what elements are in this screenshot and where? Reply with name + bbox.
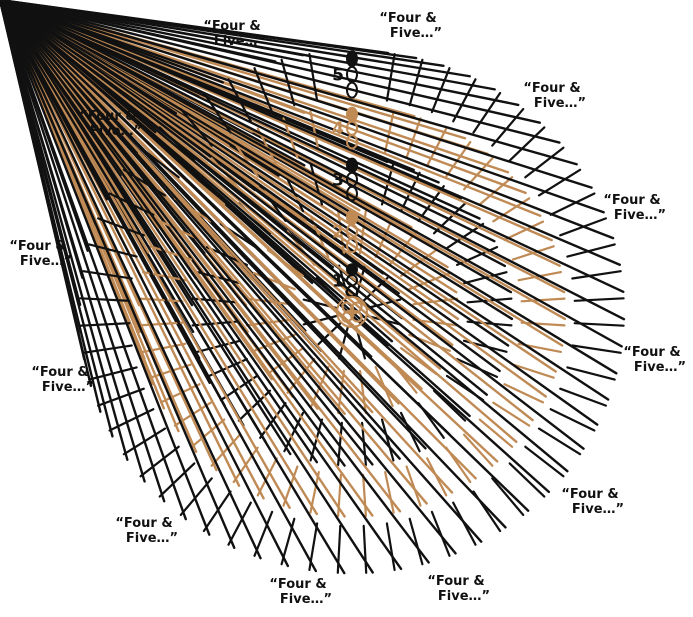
stitch-dc-r5-23 bbox=[0, 0, 507, 533]
svg-text:“Four &: “Four & bbox=[427, 574, 484, 589]
svg-text:Five…”: Five…” bbox=[614, 208, 666, 223]
callout-label: “Four &Five…” bbox=[379, 11, 442, 41]
stitch-dc-r5-30 bbox=[0, 0, 319, 573]
starting-chain-r4 bbox=[346, 106, 358, 150]
svg-text:Five…”: Five…” bbox=[42, 380, 94, 395]
stitch-dc-r5-9 bbox=[0, 0, 596, 216]
stitch-dc-r5-51 bbox=[0, 0, 196, 162]
callout-label: “Four &Five…” bbox=[9, 239, 72, 269]
svg-text:“Four &: “Four & bbox=[379, 11, 436, 26]
starting-chain-r3 bbox=[346, 157, 358, 202]
stitch-layer bbox=[0, 0, 626, 575]
svg-text:“Four &: “Four & bbox=[79, 109, 136, 124]
stitch-dc-r4-18 bbox=[0, 0, 477, 484]
round-number-3: 3 bbox=[332, 171, 344, 191]
round-number-5: 5 bbox=[332, 65, 344, 85]
callout-label: “Four &Five…” bbox=[203, 19, 266, 49]
stitch-dc-r5-45 bbox=[0, 0, 133, 280]
callout-label: “Four &Five…” bbox=[427, 574, 490, 604]
stitch-dc-r5-57 bbox=[0, 0, 319, 102]
stitch-dc-r5-26 bbox=[0, 0, 430, 566]
stitch-dc-r5-55 bbox=[0, 0, 274, 114]
stitch-dc-r5-29 bbox=[0, 0, 346, 575]
callout-label: “Four &Five…” bbox=[561, 487, 624, 517]
svg-text:“Four &: “Four & bbox=[523, 81, 580, 96]
stitch-dc-r5-22 bbox=[0, 0, 530, 517]
stitch-dc-r5-13 bbox=[0, 0, 625, 302]
stitch-dc-r5-49 bbox=[0, 0, 167, 197]
svg-text:Five…”: Five…” bbox=[90, 124, 142, 139]
svg-text:“Four &: “Four & bbox=[561, 487, 618, 502]
stitch-dc-r5-50 bbox=[0, 0, 180, 179]
svg-text:“Four &: “Four & bbox=[31, 365, 88, 380]
stitch-dc-r5-12 bbox=[0, 0, 622, 280]
svg-text:Five…”: Five…” bbox=[214, 34, 266, 49]
svg-text:Five…”: Five…” bbox=[126, 531, 178, 546]
stitch-dc-r5-46 bbox=[0, 0, 138, 258]
stitch-dc-r5-34 bbox=[0, 0, 232, 536]
callout-label: “Four &Five…” bbox=[31, 365, 94, 395]
svg-text:“Four &: “Four & bbox=[603, 193, 660, 208]
starting-chain-r5 bbox=[346, 50, 358, 99]
stitch-dc-r5-48 bbox=[0, 0, 155, 216]
callout-label: “Four &Five…” bbox=[79, 109, 142, 139]
stitch-dc-r5-27 bbox=[0, 0, 403, 572]
stitch-dc-r4-25 bbox=[0, 0, 299, 509]
svg-text:Five…”: Five…” bbox=[438, 589, 490, 604]
stitch-dc-r5-16 bbox=[0, 0, 618, 381]
round-number-4: 4 bbox=[332, 119, 344, 139]
magic-ring-icon bbox=[336, 296, 368, 328]
stitch-dc-r5-54 bbox=[0, 0, 252, 123]
callout-label: “Four &Five…” bbox=[603, 193, 666, 223]
stitch-dc-r5-19 bbox=[0, 0, 585, 456]
callout-label: “Four &Five…” bbox=[523, 81, 586, 111]
stitch-dc-r5-20 bbox=[0, 0, 569, 478]
stitch-dc-r4-17 bbox=[0, 0, 499, 467]
svg-text:“Four &: “Four & bbox=[115, 516, 172, 531]
stitch-dc-r5-53 bbox=[0, 0, 232, 134]
svg-text:Five…”: Five…” bbox=[534, 96, 586, 111]
stitch-dc-r5-18 bbox=[0, 0, 599, 432]
stitch-dc-r5-5 bbox=[0, 0, 525, 147]
svg-text:“Four &: “Four & bbox=[623, 345, 680, 360]
stitch-dc-r5-15 bbox=[0, 0, 623, 354]
callout-label: “Four &Five…” bbox=[623, 345, 686, 375]
svg-text:“Four &: “Four & bbox=[203, 19, 260, 34]
callout-label: “Four &Five…” bbox=[269, 577, 332, 607]
starting-chain-r2 bbox=[346, 209, 358, 254]
svg-text:“Four &: “Four & bbox=[269, 577, 326, 592]
svg-text:Five…”: Five…” bbox=[634, 360, 686, 375]
callout-layer: “Four &Five…”“Four &Five…”“Four &Five…”“… bbox=[9, 11, 686, 607]
svg-text:“Four &: “Four & bbox=[9, 239, 66, 254]
callout-label: “Four &Five…” bbox=[115, 516, 178, 546]
stitch-dc-r5-7 bbox=[0, 0, 565, 179]
stitch-dc-r4-21 bbox=[0, 0, 402, 514]
stitch-dc-r5-11 bbox=[0, 0, 616, 258]
chain-layer bbox=[346, 50, 358, 298]
stitch-dc-r5-31 bbox=[0, 0, 296, 568]
stitch-dc-r5-44 bbox=[0, 0, 131, 306]
round-number-2: 2 bbox=[332, 222, 344, 242]
stitch-dc-r4-19 bbox=[0, 0, 454, 497]
stitch-dc-r5-52 bbox=[0, 0, 213, 147]
stitch-dc-r5-25 bbox=[0, 0, 457, 557]
stitch-dc-r5-47 bbox=[0, 0, 145, 237]
round-number-1: 1 bbox=[332, 271, 344, 291]
svg-text:Five…”: Five…” bbox=[20, 254, 72, 269]
round-labels: 1 2 3 4 5 bbox=[332, 65, 344, 291]
svg-text:Five…”: Five…” bbox=[390, 26, 442, 41]
svg-text:Five…”: Five…” bbox=[572, 502, 624, 517]
stitch-dc-r5-28 bbox=[0, 0, 374, 574]
stitch-dc-r5-56 bbox=[0, 0, 296, 107]
stitch-dc-r5-21 bbox=[0, 0, 551, 498]
svg-text:Five…”: Five…” bbox=[280, 592, 332, 607]
